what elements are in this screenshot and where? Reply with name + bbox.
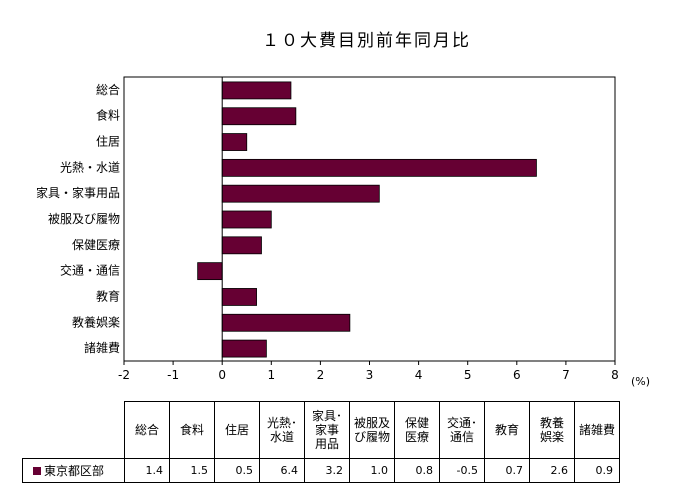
table-header-line: 医療 xyxy=(404,430,429,444)
x-tick-label: 5 xyxy=(464,368,472,382)
table-cell: 0.8 xyxy=(394,458,440,483)
data-table: 総合 食料 住居 光熱･ 水道 家具･ 家事 用品 被服及 び履物 保健 医療 交通･ 通信 教育 教養 娯楽諸… xyxy=(22,401,620,483)
series-label: 東京都区部 xyxy=(22,458,125,483)
table-header-line: 交通･ xyxy=(446,416,477,430)
bar-chart: 総合食料住居光熱・水道家具・家事用品被服及び履物保健医療交通・通信教育教養娯楽諸… xyxy=(36,76,619,382)
bar xyxy=(221,288,257,306)
plot-frame xyxy=(123,76,616,362)
category-label: 諸雑費 xyxy=(84,340,120,355)
plot-area: 総合食料住居光熱・水道家具・家事用品被服及び履物保健医療交通・通信教育教養娯楽諸… xyxy=(36,76,619,382)
table-cell: 0.7 xyxy=(484,458,530,483)
bar xyxy=(221,184,380,203)
table-header-line: 家事 xyxy=(314,423,339,437)
table-cell: -0.5 xyxy=(439,458,485,483)
x-tick-label: 1 xyxy=(267,368,275,382)
table-header-cell: 教育 xyxy=(484,401,530,459)
table-cell: 3.2 xyxy=(304,458,350,483)
table-header-cell: 教養 娯楽 xyxy=(529,401,575,459)
table-header-cell: 保健 医療 xyxy=(394,401,440,459)
x-tick-label: 7 xyxy=(562,368,570,382)
table-header-line: 通信 xyxy=(449,430,474,444)
table-header-line: 娯楽 xyxy=(539,430,564,444)
x-tick-label: -1 xyxy=(167,368,179,382)
category-label: 交通・通信 xyxy=(60,263,120,278)
x-tick-label: 0 xyxy=(218,368,226,382)
category-label: 総合 xyxy=(96,82,120,97)
x-tick-label: 8 xyxy=(611,368,619,382)
x-axis-unit: (%) xyxy=(631,375,651,388)
category-label: 光熱・水道 xyxy=(60,160,120,174)
table-header-cell: 諸雑費 xyxy=(574,401,620,459)
category-label: 住居 xyxy=(96,135,120,149)
table-header-line: 総合 xyxy=(134,423,159,437)
category-label: 食料 xyxy=(96,108,120,123)
table-cell: 1.5 xyxy=(169,458,215,483)
table-cell: 0.9 xyxy=(574,458,620,483)
category-label: 教養娯楽 xyxy=(72,314,120,329)
table-header-line: び履物 xyxy=(353,430,390,444)
table-cell: 1.4 xyxy=(124,458,170,483)
table-header-cell: 総合 xyxy=(124,401,170,459)
table-cell: 1.0 xyxy=(349,458,395,483)
table-header-line: 教育 xyxy=(494,423,519,437)
table-header-cell: 住居 xyxy=(214,401,260,459)
table-header-line: 家具･ xyxy=(311,409,342,423)
bar xyxy=(221,107,297,126)
table-header-line: 用品 xyxy=(314,437,339,451)
table-header-row: 総合 食料 住居 光熱･ 水道 家具･ 家事 用品 被服及 び履物 保健 医療 交通･ 通信 教育 教養 娯楽諸… xyxy=(22,401,620,459)
legend-swatch xyxy=(33,467,41,475)
x-tick-label: 3 xyxy=(366,368,374,382)
table-header-line: 住居 xyxy=(224,423,249,437)
table-header-line: 水道 xyxy=(269,430,294,444)
x-tick-label: 4 xyxy=(415,368,423,382)
table-row: 東京都区部 1.4 1.5 0.5 6.4 3.2 1.0 0.8 -0.5 0.7 2.6 0.9 xyxy=(22,458,620,483)
table-header-line: 被服及 xyxy=(353,416,390,430)
table-header-cell: 家具･ 家事 用品 xyxy=(304,401,350,459)
chart-title: １０大費目別前年同月比 xyxy=(262,31,471,51)
bar xyxy=(221,313,351,332)
table-cell: 6.4 xyxy=(259,458,305,483)
table-cell: 2.6 xyxy=(529,458,575,483)
table-header-cell: 食料 xyxy=(169,401,215,459)
table-corner xyxy=(22,401,125,459)
bar xyxy=(197,262,223,281)
table-header-line: 光熱･ xyxy=(266,416,297,430)
bar xyxy=(221,236,262,255)
x-tick-label: 2 xyxy=(317,368,325,382)
table-header-line: 保健 xyxy=(404,416,429,430)
series-name: 東京都区部 xyxy=(44,464,105,478)
table-header-cell: 被服及 び履物 xyxy=(349,401,395,459)
table-cell: 0.5 xyxy=(214,458,260,483)
bar xyxy=(221,81,292,100)
table-header-line: 教養 xyxy=(539,416,564,430)
bar xyxy=(221,133,248,151)
bar xyxy=(221,210,272,229)
category-label: 保健医療 xyxy=(72,238,120,252)
bar xyxy=(221,158,537,177)
table-header-line: 諸雑費 xyxy=(578,423,615,437)
table-header-line: 食料 xyxy=(179,423,204,437)
bar xyxy=(221,339,267,358)
x-tick-label: -2 xyxy=(118,368,130,382)
category-label: 教育 xyxy=(96,288,120,303)
category-label: 被服及び履物 xyxy=(48,212,120,226)
category-label: 家具・家事用品 xyxy=(36,185,120,200)
x-tick-label: 6 xyxy=(513,368,521,382)
table-header-cell: 交通･ 通信 xyxy=(439,401,485,459)
table-header-cell: 光熱･ 水道 xyxy=(259,401,305,459)
